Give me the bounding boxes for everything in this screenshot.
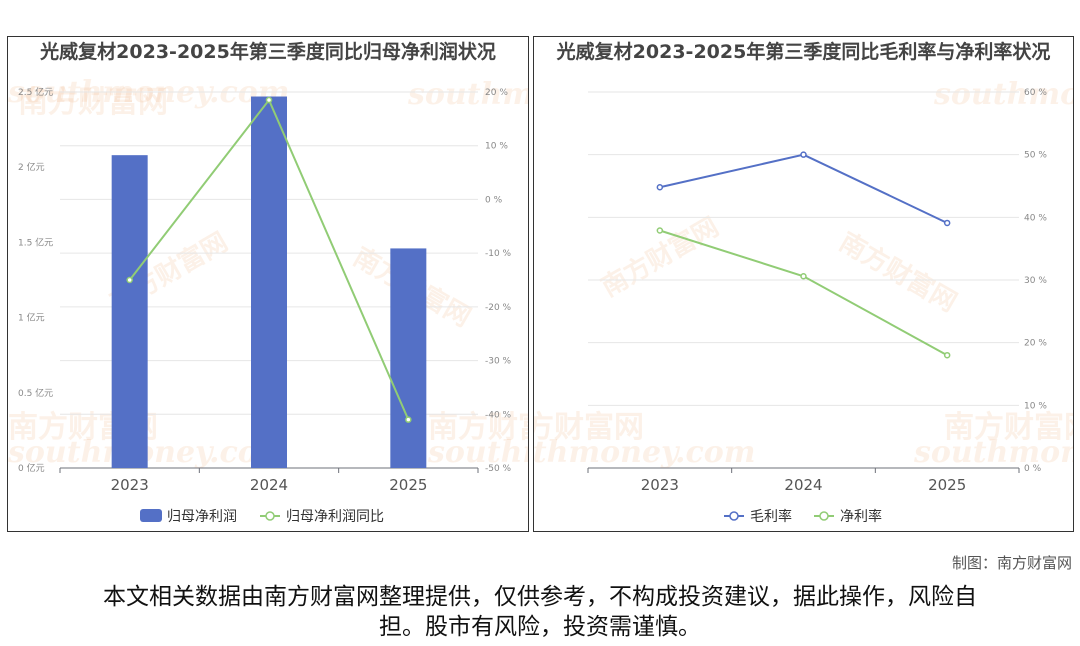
y-right-tick-label: -30 %	[485, 357, 512, 367]
y-right-tick-label: -20 %	[485, 303, 512, 313]
legend-label: 净利率	[840, 508, 882, 525]
bar	[111, 155, 148, 468]
legend-swatch	[819, 511, 829, 521]
line-point	[405, 416, 412, 423]
x-tick-label: 2024	[784, 476, 822, 494]
y-right-tick-label: 0 %	[485, 195, 503, 205]
margin-chart: 0 % 10 % 20 % 30 % 40 % 50 % 60 % 2023 2024 2025 毛…	[587, 88, 1047, 525]
legend-swatch	[140, 509, 162, 522]
x-tick-label: 2025	[389, 476, 427, 494]
y-right-tick-label: -40 %	[485, 410, 512, 420]
line-point	[800, 272, 807, 280]
line-point	[943, 219, 951, 227]
chart-panel-net-profit: 南方财富网 southmoney.com southmoney.com 南方财富…	[7, 36, 529, 532]
series-line	[659, 229, 948, 357]
line-point	[943, 351, 951, 359]
y-left-tick-label: 2.5 亿元	[18, 86, 53, 98]
y-right-tick-label: 10 %	[1024, 401, 1047, 411]
y-right-tick-label: 20 %	[1024, 339, 1047, 349]
y-right-tick-label: 20 %	[485, 88, 508, 98]
chart-panel-margins: southmoney.com 南方财富网 南方财富网 南方财富网 southmo…	[533, 36, 1074, 532]
y-left-tick-label: 0.5 亿元	[18, 387, 53, 399]
y-right-tick-label: 30 %	[1024, 276, 1047, 286]
chart-title: 光威复材2023-2025年第三季度同比归母净利润状况	[40, 41, 496, 63]
bar	[251, 96, 287, 469]
series-line	[659, 153, 948, 224]
disclaimer-text: 本文相关数据由南方财富网整理提供，仅供参考，不构成投资建议，据此操作，风险自担。…	[103, 584, 977, 640]
line-point	[800, 151, 807, 158]
x-tick-label: 2024	[250, 476, 288, 494]
x-tick-label: 2025	[928, 476, 966, 494]
legend-label: 归母净利润同比	[286, 508, 384, 525]
y-left-tick-label: 2 亿元	[18, 161, 45, 173]
chart-title: 光威复材2023-2025年第三季度同比毛利率与净利率状况	[556, 41, 1051, 63]
x-tick-label: 2023	[641, 476, 679, 494]
y-left-tick-label: 1 亿元	[18, 312, 45, 324]
net-profit-chart: -50 % -40 % -30 % -20 % -10 % 0 % 10 % 20 % 0 亿元…	[18, 86, 512, 525]
x-tick-label: 2023	[111, 476, 149, 494]
y-right-tick-label: 40 %	[1024, 213, 1047, 223]
y-left-tick-label: 1.5 亿元	[18, 236, 53, 248]
legend-swatch	[729, 511, 739, 521]
y-left-tick-label: 0 亿元	[18, 462, 45, 474]
legend-label: 归母净利润	[167, 508, 237, 525]
y-right-tick-label: 50 %	[1024, 151, 1047, 161]
chart-credit: 制图：南方财富网	[951, 554, 1072, 572]
line-point	[265, 96, 273, 104]
line-point	[126, 276, 133, 284]
bar	[390, 248, 427, 468]
y-right-tick-label: 0 %	[1024, 464, 1042, 474]
y-right-tick-label: 10 %	[485, 142, 508, 152]
legend-label: 毛利率	[750, 508, 792, 525]
line-point	[656, 184, 664, 191]
line-point	[656, 227, 664, 234]
y-right-tick-label: -10 %	[485, 249, 512, 259]
y-right-tick-label: -50 %	[485, 464, 512, 474]
legend-swatch	[265, 511, 275, 521]
y-right-tick-label: 60 %	[1024, 88, 1047, 98]
